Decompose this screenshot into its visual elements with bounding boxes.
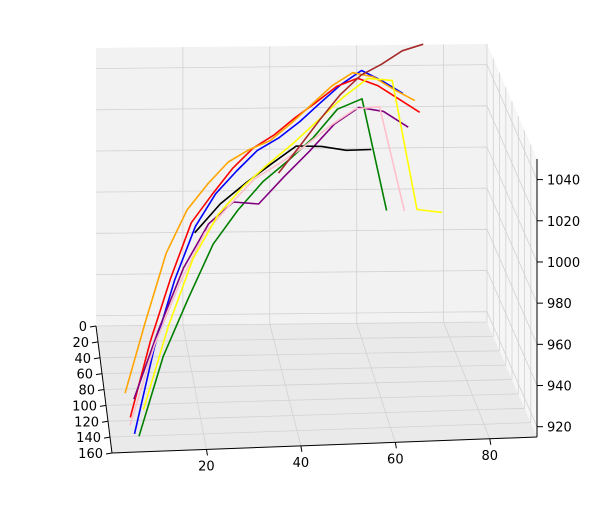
series-line-3 [138, 98, 388, 437]
gridline-z [95, 228, 538, 345]
z-tick-label: 1040 [547, 174, 580, 189]
y-tick [91, 341, 99, 344]
gridline-y [105, 115, 519, 406]
y-tick [95, 373, 103, 376]
series-line-8 [142, 77, 443, 411]
gridline-y [99, 72, 500, 359]
gridline-z [95, 64, 538, 180]
gridline-z [95, 105, 538, 221]
x-tick-label: 40 [293, 456, 310, 471]
x-tick [300, 445, 303, 452]
series-line-6 [194, 145, 372, 234]
x-tick-label: 20 [198, 459, 215, 474]
z-tick-label: 1000 [547, 256, 580, 271]
z-tick-label: 1020 [547, 215, 580, 230]
y-tick-label: 80 [78, 384, 95, 399]
y-tick [105, 452, 113, 455]
y-tick [103, 436, 111, 439]
y-tick-label: 40 [74, 352, 91, 367]
y-tick-label: 160 [78, 447, 103, 462]
x-tick-label: 60 [387, 452, 404, 467]
gridline-z [95, 187, 538, 304]
y-tick [99, 404, 107, 407]
y-tick [93, 357, 101, 360]
y-tick-label: 0 [79, 320, 87, 335]
series-layer [124, 43, 443, 437]
series-line-2 [129, 77, 421, 418]
gridline-y [107, 130, 525, 422]
y-tick [101, 420, 109, 423]
floor-pane [96, 322, 537, 453]
back-wall-pane [96, 44, 487, 326]
z-tick-label: 920 [547, 421, 572, 436]
y-tick-label: 20 [72, 336, 89, 351]
gridline-z [95, 270, 538, 386]
z-tick-label: 960 [547, 338, 572, 353]
series-line-7 [129, 105, 406, 426]
gridline-z [95, 311, 538, 427]
axes-layer: 20 40 60 8002040608010012014016092094096098… [72, 159, 580, 474]
x-tick [394, 442, 397, 449]
z-tick-label: 940 [547, 380, 572, 395]
y-tick [89, 325, 97, 328]
y-tick-label: 120 [74, 415, 99, 430]
series-line-9 [277, 43, 424, 174]
series-line-1 [133, 69, 404, 435]
gridline-z [95, 146, 538, 263]
x-tick [205, 449, 208, 456]
gridline-y [97, 58, 494, 343]
gridline-y [109, 144, 532, 438]
gridline-y [103, 101, 513, 390]
series-line-5 [124, 71, 416, 394]
gridline-y [101, 87, 507, 374]
z-tick-label: 980 [547, 297, 572, 312]
x-tick [489, 438, 492, 445]
y-tick [97, 389, 105, 391]
x-tick-label: 80 [482, 449, 499, 464]
x-axis-line [111, 436, 538, 454]
y-tick-label: 60 [76, 368, 93, 383]
gridline-y [95, 44, 488, 327]
y-tick-label: 100 [72, 399, 97, 414]
y-tick-label: 140 [76, 431, 101, 446]
